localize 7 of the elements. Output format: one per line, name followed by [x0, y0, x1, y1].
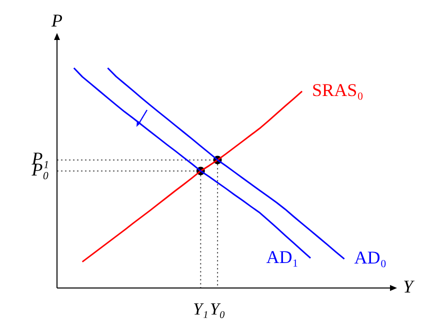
x-tick-label: Y₁: [192, 300, 208, 319]
y-axis-title: P: [50, 10, 62, 31]
x-tick-label: Y₀: [210, 300, 226, 319]
x-axis-title: Y: [403, 276, 415, 297]
series-label: AD₀: [354, 248, 387, 268]
series-label: AD₁: [266, 246, 298, 267]
series-label: SRAS₀: [312, 80, 364, 100]
